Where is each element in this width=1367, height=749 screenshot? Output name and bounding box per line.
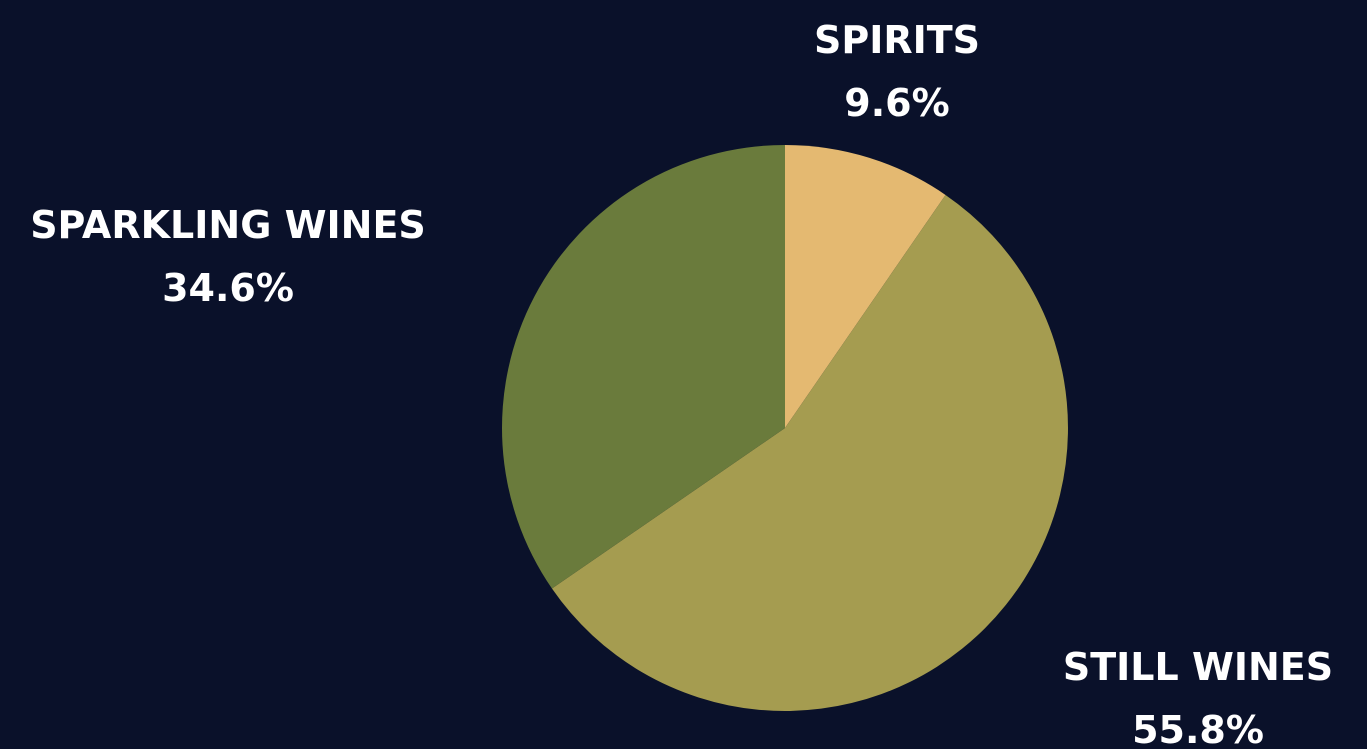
slice-label-spirits: SPIRITS — [814, 18, 980, 62]
pie-slices — [501, 144, 1068, 711]
slice-value-sparkling-wines: 34.6% — [162, 266, 294, 310]
pie-slice-spirits — [785, 144, 946, 428]
slice-value-spirits: 9.6% — [844, 81, 949, 125]
slice-label-sparkling-wines: SPARKLING WINES — [30, 203, 426, 247]
slice-label-still-wines: STILL WINES — [1063, 645, 1333, 689]
slice-value-still-wines: 55.8% — [1132, 708, 1264, 749]
pie-slice-sparkling-wines — [501, 145, 785, 589]
pie-slice-still-wines — [551, 194, 1068, 711]
